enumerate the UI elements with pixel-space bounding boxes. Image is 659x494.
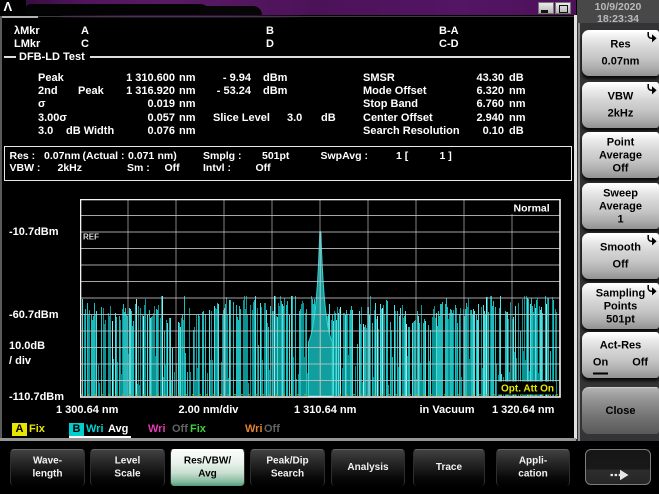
svg-text:Normal: Normal (514, 203, 550, 215)
svg-text:Opt. Att On: Opt. Att On (501, 384, 554, 395)
svg-text:REF: REF (83, 233, 99, 242)
